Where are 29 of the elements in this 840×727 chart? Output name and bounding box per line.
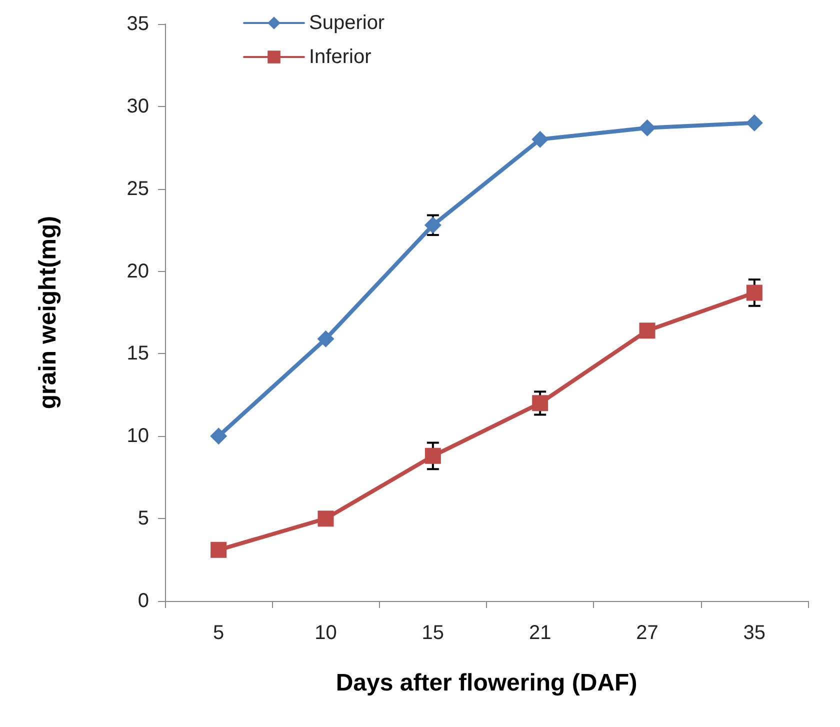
y-tick-label: 15 <box>126 342 149 365</box>
y-tick-label: 10 <box>126 425 149 448</box>
point <box>210 428 228 445</box>
point <box>317 330 334 348</box>
x-tick-label: 27 <box>636 622 658 644</box>
legend-label: Inferior <box>309 46 372 68</box>
y-tick-label: 0 <box>138 590 149 612</box>
y-tick-label: 5 <box>138 508 149 530</box>
x-tick-label: 10 <box>314 622 337 644</box>
y-tick-label: 35 <box>126 13 149 35</box>
y-axis-title: grain weight(mg) <box>34 216 62 410</box>
point <box>424 448 441 464</box>
point <box>746 284 762 301</box>
point <box>639 322 656 339</box>
point <box>532 130 549 148</box>
point <box>746 114 763 132</box>
y-tick-label: 20 <box>126 260 149 282</box>
point <box>318 510 334 527</box>
x-tick-label: 15 <box>422 622 444 644</box>
point <box>638 119 656 136</box>
x-tick-label: 5 <box>213 622 224 644</box>
y-tick-label: 30 <box>126 95 149 118</box>
legend-label: Superior <box>309 12 385 34</box>
x-tick-label: 35 <box>743 622 766 644</box>
x-axis-title: Days after flowering (DAF) <box>336 670 638 696</box>
y-tick-label: 25 <box>126 178 149 200</box>
x-tick-label: 21 <box>528 622 552 644</box>
point <box>532 395 548 412</box>
point <box>210 542 227 558</box>
